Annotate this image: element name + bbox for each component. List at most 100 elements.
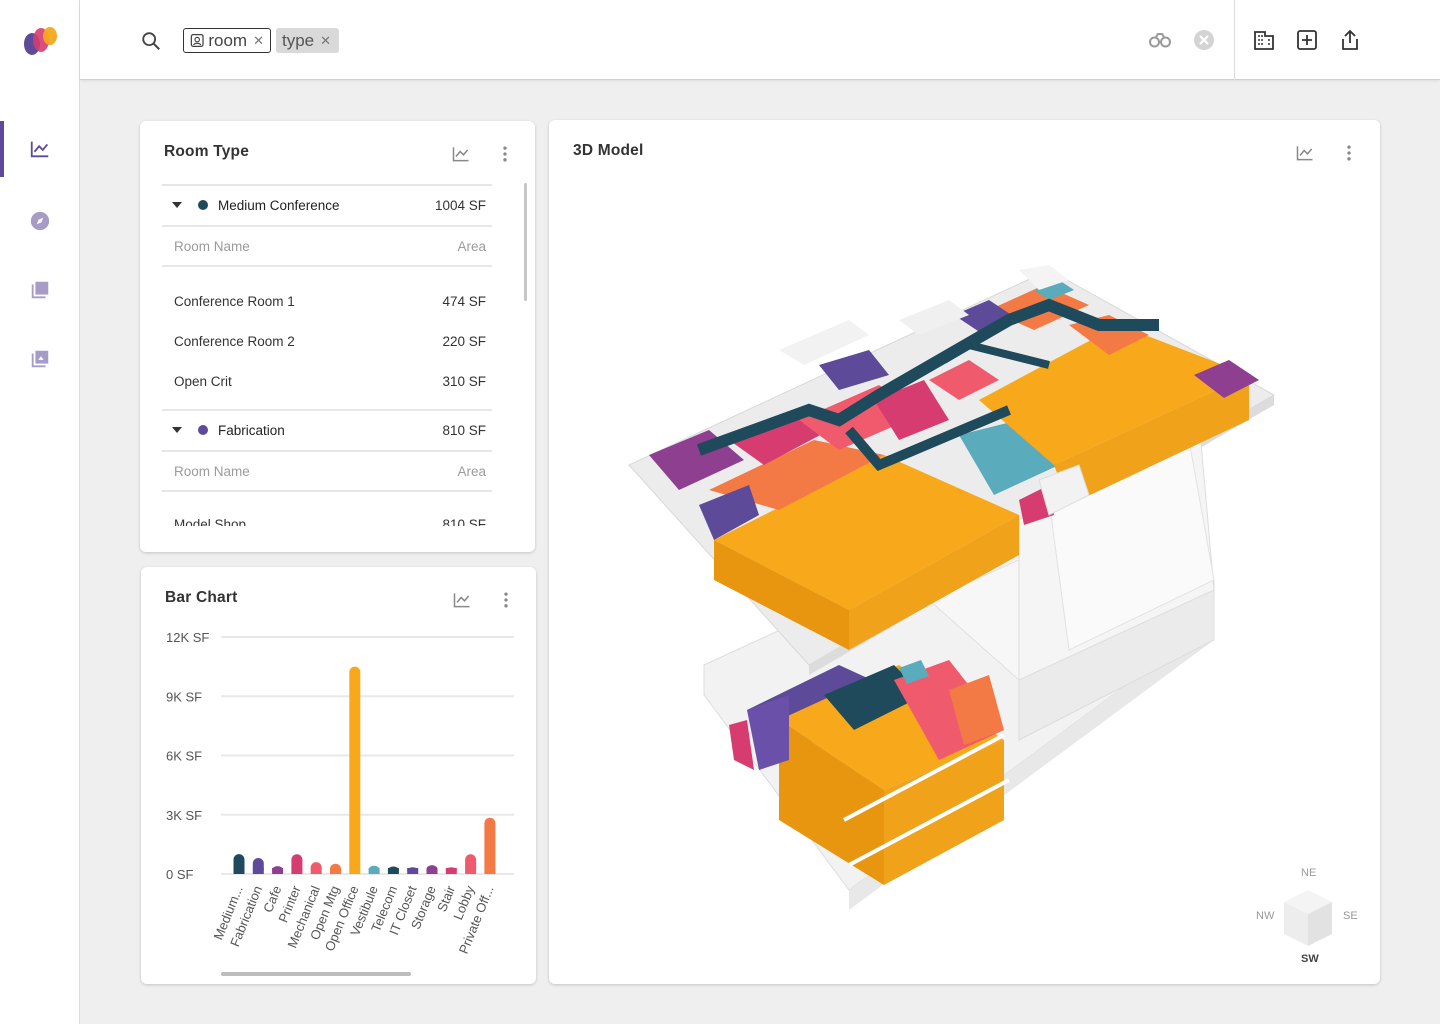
table-row[interactable]: Model Shop 810 SF (162, 504, 492, 527)
filter-chip-type[interactable]: type ✕ (276, 28, 339, 53)
toolbar-divider (1234, 0, 1235, 80)
compass-ne[interactable]: NE (1301, 867, 1317, 879)
room-name: Model Shop (174, 516, 247, 527)
room-name: Open Crit (174, 373, 232, 389)
room-name: Conference Room 1 (174, 293, 295, 309)
more-vert-icon (504, 592, 508, 608)
room-type-list: Medium Conference 1004 SF Room Name Area… (162, 184, 492, 526)
nav-analytics[interactable] (0, 121, 80, 177)
bar-base (330, 868, 341, 874)
chip-label: type (282, 30, 315, 50)
column-header-area: Area (457, 238, 486, 254)
table-row[interactable]: Conference Room 2 220 SF (162, 321, 492, 361)
view-cube[interactable] (1282, 888, 1334, 948)
compass-sw[interactable]: SW (1301, 953, 1319, 965)
table-row[interactable]: Conference Room 1 474 SF (162, 281, 492, 321)
clear-icon (1194, 30, 1214, 50)
y-tick-label: 6K SF (166, 749, 202, 764)
bar-base (349, 868, 361, 874)
building-button[interactable] (1252, 28, 1276, 52)
bar-base (291, 868, 303, 874)
more-menu-button[interactable] (495, 589, 517, 611)
more-vert-icon (1347, 145, 1351, 161)
chip-remove-icon[interactable]: ✕ (320, 32, 332, 48)
table-header: Room Name Area (162, 451, 492, 491)
bar-base (387, 868, 399, 874)
binoculars-button[interactable] (1148, 28, 1172, 52)
group-row-medium-conference[interactable]: Medium Conference 1004 SF (162, 185, 492, 225)
card-title: Room Type (164, 143, 250, 160)
more-vert-icon (503, 146, 507, 162)
3d-model-view[interactable] (549, 120, 1380, 984)
bar-base (272, 868, 284, 874)
app-logo[interactable] (20, 22, 60, 56)
bar-base (465, 868, 477, 874)
chart-line-icon (30, 141, 49, 158)
group-area: 810 SF (442, 422, 486, 438)
column-header-room-name: Room Name (174, 463, 250, 479)
add-box-icon (1297, 30, 1317, 50)
clear-search-button[interactable] (1192, 28, 1216, 52)
room-type-card: Room Type Medium Conference 1004 SF Room… (140, 121, 535, 552)
chart-toggle-button[interactable] (451, 589, 473, 611)
chart-line-icon (452, 147, 469, 162)
bar-base (445, 868, 457, 874)
bar-base (310, 868, 322, 874)
nav-layers[interactable] (0, 262, 80, 318)
collapse-caret-icon[interactable] (172, 427, 182, 433)
bar-base (484, 868, 496, 874)
table-header: Room Name Area (162, 226, 492, 266)
group-row-fabrication[interactable]: Fabrication 810 SF (162, 410, 492, 450)
bar-base (233, 868, 245, 874)
collapse-caret-icon[interactable] (172, 202, 182, 208)
chip-remove-icon[interactable]: ✕ (253, 32, 264, 48)
table-row[interactable]: Open Crit 310 SF (162, 361, 492, 401)
color-dot (198, 200, 208, 210)
layers-icon (31, 281, 49, 299)
bar-base (426, 868, 438, 874)
bar[interactable] (349, 666, 361, 874)
compass-se[interactable]: SE (1343, 910, 1358, 922)
group-name: Fabrication (218, 422, 285, 438)
sidebar (0, 0, 80, 1024)
filter-chip-room[interactable]: room ✕ (183, 28, 271, 53)
more-menu-button[interactable] (1338, 142, 1360, 164)
binoculars-icon (1149, 33, 1171, 48)
y-tick-label: 0 SF (166, 867, 194, 882)
column-header-room-name: Room Name (174, 238, 250, 254)
chart-toggle-button[interactable] (1294, 142, 1316, 164)
model-card: 3D Model NE NW SE SW (549, 120, 1380, 984)
bar-chart-card: 12K SF 9K SF 6K SF 3K SF 0 SF Medium... Fabric… (141, 567, 536, 984)
y-tick-label: 9K SF (166, 689, 202, 704)
card-title: 3D Model (573, 142, 644, 159)
chart-line-icon (1296, 146, 1313, 161)
group-name: Medium Conference (218, 197, 340, 213)
nav-explore[interactable] (0, 193, 80, 249)
building-icon (1254, 31, 1274, 50)
top-bar: room ✕ type ✕ (80, 0, 1440, 80)
room-area: 220 SF (442, 333, 486, 349)
share-button[interactable] (1338, 28, 1362, 52)
color-dot (198, 425, 208, 435)
room-tag-icon (190, 34, 204, 47)
chip-label: room (208, 30, 248, 50)
gallery-icon (31, 350, 49, 368)
nav-gallery[interactable] (0, 331, 80, 387)
list-scrollbar[interactable] (524, 183, 527, 301)
y-tick-label: 3K SF (166, 808, 202, 823)
more-menu-button[interactable] (494, 143, 516, 165)
chart-scrollbar[interactable] (221, 972, 411, 976)
compass-nw[interactable]: NW (1256, 910, 1275, 922)
room-area: 810 SF (442, 516, 486, 527)
room-area: 474 SF (442, 293, 486, 309)
group-area: 1004 SF (434, 197, 486, 213)
bar[interactable] (484, 817, 496, 874)
bar-base (407, 868, 419, 874)
chart-toggle-button[interactable] (450, 143, 472, 165)
add-button[interactable] (1295, 28, 1319, 52)
compass-icon (30, 211, 50, 231)
bar-base (368, 868, 380, 874)
search-icon[interactable] (140, 30, 162, 52)
room-area: 310 SF (442, 373, 486, 389)
